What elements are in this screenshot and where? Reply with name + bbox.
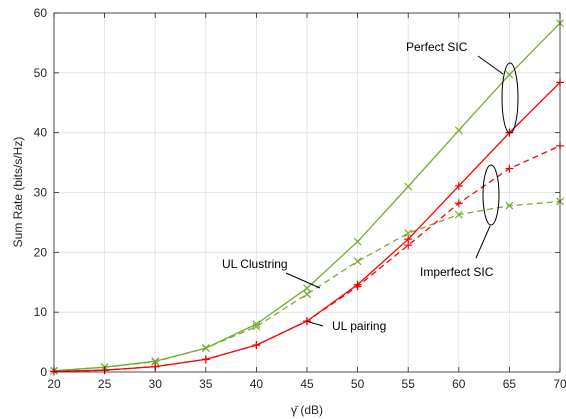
marker-stroke xyxy=(505,201,514,210)
marker-stroke xyxy=(303,290,311,299)
perfect-sic-ellipse xyxy=(501,62,519,134)
marker-stroke xyxy=(454,126,463,135)
data-point xyxy=(353,237,362,246)
annotation-imperfect-sic: Imperfect SIC xyxy=(420,164,500,279)
marker-stroke xyxy=(505,70,514,79)
data-point xyxy=(252,322,261,331)
imperfect-sic-pointer xyxy=(475,225,491,259)
marker-stroke xyxy=(353,257,362,266)
marker-stroke xyxy=(404,229,413,238)
x-tick-label: 60 xyxy=(452,377,466,391)
data-point xyxy=(454,181,463,190)
y-tick-label: 50 xyxy=(34,66,48,80)
ul-pairing-pointer xyxy=(305,320,324,327)
data-point xyxy=(454,126,463,135)
data-point xyxy=(505,164,514,173)
data-point xyxy=(353,257,362,266)
data-point xyxy=(201,344,210,352)
y-tick-label: 20 xyxy=(34,245,48,259)
data-point xyxy=(404,182,413,191)
marker-stroke xyxy=(151,357,160,366)
marker-stroke xyxy=(252,322,261,331)
x-tick-label: 20 xyxy=(47,377,61,391)
y-tick-label: 0 xyxy=(40,365,47,379)
data-point xyxy=(303,284,311,293)
ul-clustering-label: UL Clustring xyxy=(222,257,288,271)
perfect-sic-label: Perfect SIC xyxy=(406,40,468,54)
y-tick-label: 30 xyxy=(34,186,48,200)
marker-stroke xyxy=(454,210,463,219)
data-point xyxy=(353,282,362,291)
x-axis-label: γ̄ (dB) xyxy=(291,403,323,417)
x-tick-label: 50 xyxy=(351,377,365,391)
imperfect-sic-ellipse xyxy=(482,164,500,226)
x-tick-label: 45 xyxy=(300,377,314,391)
marker-stroke xyxy=(353,237,362,246)
annotation-perfect-sic: Perfect SIC xyxy=(406,40,519,134)
data-point xyxy=(151,357,160,366)
ul-pairing-label: UL pairing xyxy=(332,319,386,333)
y-tick-label: 40 xyxy=(34,126,48,140)
x-tick-label: 40 xyxy=(250,377,264,391)
data-point xyxy=(454,199,463,208)
x-tick-label: 35 xyxy=(199,377,213,391)
marker-stroke xyxy=(252,320,261,329)
data-point xyxy=(201,355,210,364)
perfect-sic-pointer xyxy=(477,55,504,75)
data-point xyxy=(303,290,311,299)
x-tick-label: 70 xyxy=(553,377,566,391)
y-axis-label: Sum Rate (bits/s/Hz) xyxy=(11,137,25,248)
data-point xyxy=(252,341,261,350)
x-tick-label: 25 xyxy=(98,377,112,391)
ticks: 20 25 30 35 40 45 50 55 60 65 70 0 10 20 30 40 50 60 xyxy=(34,6,566,391)
x-tick-label: 65 xyxy=(503,377,517,391)
data-point xyxy=(505,70,514,79)
data-point xyxy=(505,201,514,210)
data-point xyxy=(454,210,463,219)
marker-stroke xyxy=(303,284,311,293)
marker-stroke xyxy=(201,344,210,352)
imperfect-sic-label: Imperfect SIC xyxy=(420,265,494,279)
y-tick-label: 10 xyxy=(34,305,48,319)
data-point xyxy=(404,241,413,250)
ul-clustering-pointer xyxy=(285,272,321,289)
x-tick-label: 30 xyxy=(149,377,163,391)
data-point xyxy=(404,229,413,238)
annotation-ul-clustering: UL Clustring xyxy=(222,257,321,289)
series-line xyxy=(53,200,561,372)
data-point xyxy=(252,320,261,329)
x-tick-label: 55 xyxy=(402,377,416,391)
y-tick-label: 60 xyxy=(34,6,48,20)
annotation-ul-pairing: UL pairing xyxy=(305,319,386,333)
marker-stroke xyxy=(404,182,413,191)
